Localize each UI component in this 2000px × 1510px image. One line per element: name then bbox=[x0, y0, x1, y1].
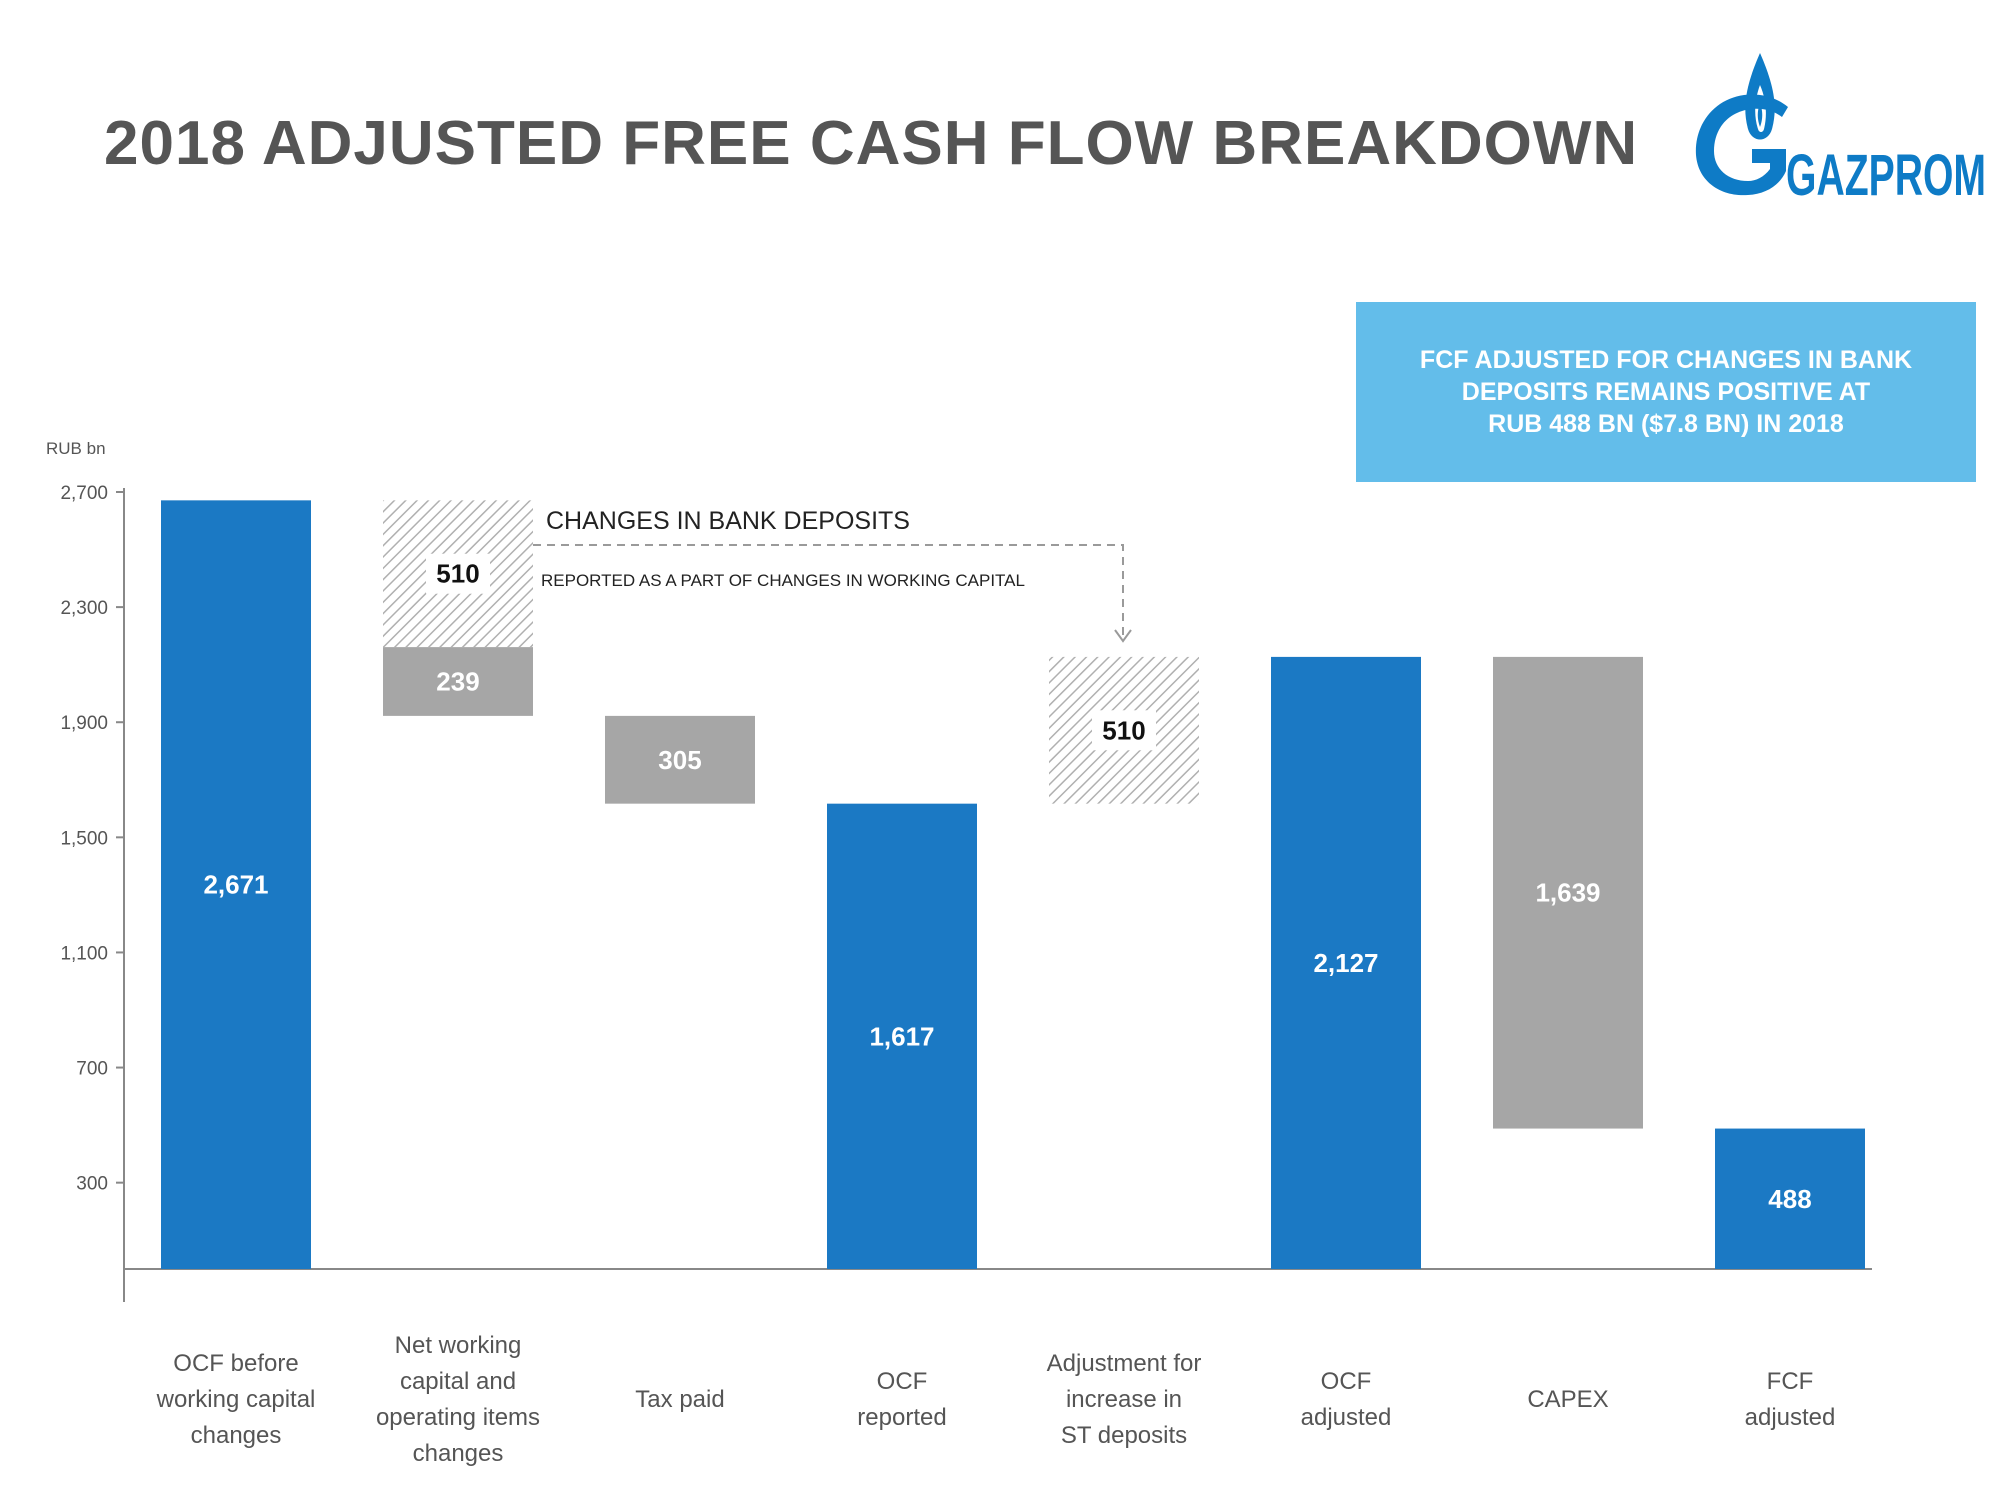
category-label-line: working capital bbox=[156, 1386, 316, 1413]
data-label: 305 bbox=[658, 745, 701, 775]
annotation-subtitle: REPORTED AS A PART OF CHANGES IN WORKING… bbox=[541, 571, 1025, 590]
data-label: 488 bbox=[1768, 1184, 1811, 1214]
category-label-line: operating items bbox=[375, 1404, 541, 1431]
bar-decrease bbox=[1493, 656, 1643, 1129]
category-label-line: Tax paid bbox=[635, 1386, 725, 1413]
bar-total bbox=[1271, 656, 1421, 1269]
category-label-line: ST deposits bbox=[1060, 1422, 1188, 1449]
category-label-line: OCF bbox=[876, 1368, 928, 1395]
category-label: Tax paid bbox=[570, 1382, 790, 1418]
y-axis: 300 700 1,100 1,500 1,900 2,300 2,700 bbox=[60, 483, 1872, 1302]
bank-deposits-annotation: CHANGES IN BANK DEPOSITS REPORTED AS A P… bbox=[533, 507, 1132, 643]
bar-decrease bbox=[605, 715, 755, 804]
category-label-line: changes bbox=[412, 1440, 504, 1467]
fcf-callout-box: FCF ADJUSTED FOR CHANGES IN BANK DEPOSIT… bbox=[1356, 302, 1976, 482]
category-label-line: adjusted bbox=[1744, 1404, 1836, 1431]
category-label-line: OCF before bbox=[173, 1350, 299, 1377]
category-label-line: CAPEX bbox=[1527, 1386, 1609, 1413]
category-label: OCF before working capital changes bbox=[126, 1346, 346, 1454]
data-label-box bbox=[1092, 710, 1156, 751]
category-label-line: adjusted bbox=[1300, 1404, 1392, 1431]
gazprom-logo: GAZPROM bbox=[1695, 53, 1986, 205]
bar-total bbox=[827, 803, 977, 1269]
callout-line-3: RUB 488 BN ($7.8 BN) IN 2018 bbox=[1488, 410, 1844, 438]
data-label: 510 bbox=[436, 559, 479, 589]
data-label: 2,671 bbox=[203, 870, 268, 900]
bar-decrease bbox=[383, 647, 533, 716]
category-label-line: changes bbox=[190, 1422, 282, 1449]
category-label: FCF adjusted bbox=[1680, 1364, 1900, 1436]
category-label-line: reported bbox=[857, 1404, 947, 1431]
category-label: CAPEX bbox=[1458, 1382, 1678, 1418]
bar-total bbox=[161, 500, 311, 1269]
annotation-title: CHANGES IN BANK DEPOSITS bbox=[546, 507, 910, 535]
callout-line-2: DEPOSITS REMAINS POSITIVE AT bbox=[1461, 378, 1871, 406]
category-label-line: Adjustment for bbox=[1046, 1350, 1202, 1377]
bars-layer: 2,671 510 239 305 1,617 510 2,127 1,639 488 bbox=[161, 500, 1865, 1269]
data-label: 2,127 bbox=[1313, 948, 1378, 978]
data-label: 1,639 bbox=[1535, 878, 1600, 908]
category-label-line: Net working bbox=[394, 1332, 522, 1359]
page-title: 2018 ADJUSTED FREE CASH FLOW BREAKDOWN bbox=[104, 109, 1639, 178]
category-label-line: OCF bbox=[1320, 1368, 1372, 1395]
bar-total bbox=[1715, 1128, 1865, 1269]
category-label: OCF adjusted bbox=[1236, 1364, 1456, 1436]
callout-line-1: FCF ADJUSTED FOR CHANGES IN BANK bbox=[1419, 346, 1913, 374]
y-tick-label: 300 bbox=[76, 1174, 108, 1195]
annotation-connector bbox=[533, 544, 1124, 638]
category-label-line: increase in bbox=[1065, 1386, 1183, 1413]
y-axis-unit-label: RUB bn bbox=[46, 439, 106, 458]
y-tick-label: 700 bbox=[76, 1059, 108, 1080]
annotation-arrowhead-icon bbox=[1114, 629, 1132, 643]
logo-text: GAZPROM bbox=[1786, 143, 1986, 205]
y-tick-label: 2,300 bbox=[60, 598, 108, 619]
category-label: Adjustment for increase in ST deposits bbox=[1014, 1346, 1234, 1454]
category-label: Net working capital and operating items cha… bbox=[348, 1328, 568, 1472]
y-tick-label: 1,900 bbox=[60, 713, 108, 734]
category-label-line: capital and bbox=[399, 1368, 517, 1395]
data-label: 239 bbox=[436, 667, 479, 697]
y-tick-label: 1,500 bbox=[60, 828, 108, 849]
y-tick-label: 1,100 bbox=[60, 943, 108, 964]
category-label: OCF reported bbox=[792, 1364, 1012, 1436]
data-label: 510 bbox=[1102, 715, 1145, 745]
category-label-line: FCF bbox=[1766, 1368, 1814, 1395]
data-label-box bbox=[426, 553, 490, 594]
data-label: 1,617 bbox=[869, 1021, 934, 1051]
y-tick-label: 2,700 bbox=[60, 483, 108, 504]
